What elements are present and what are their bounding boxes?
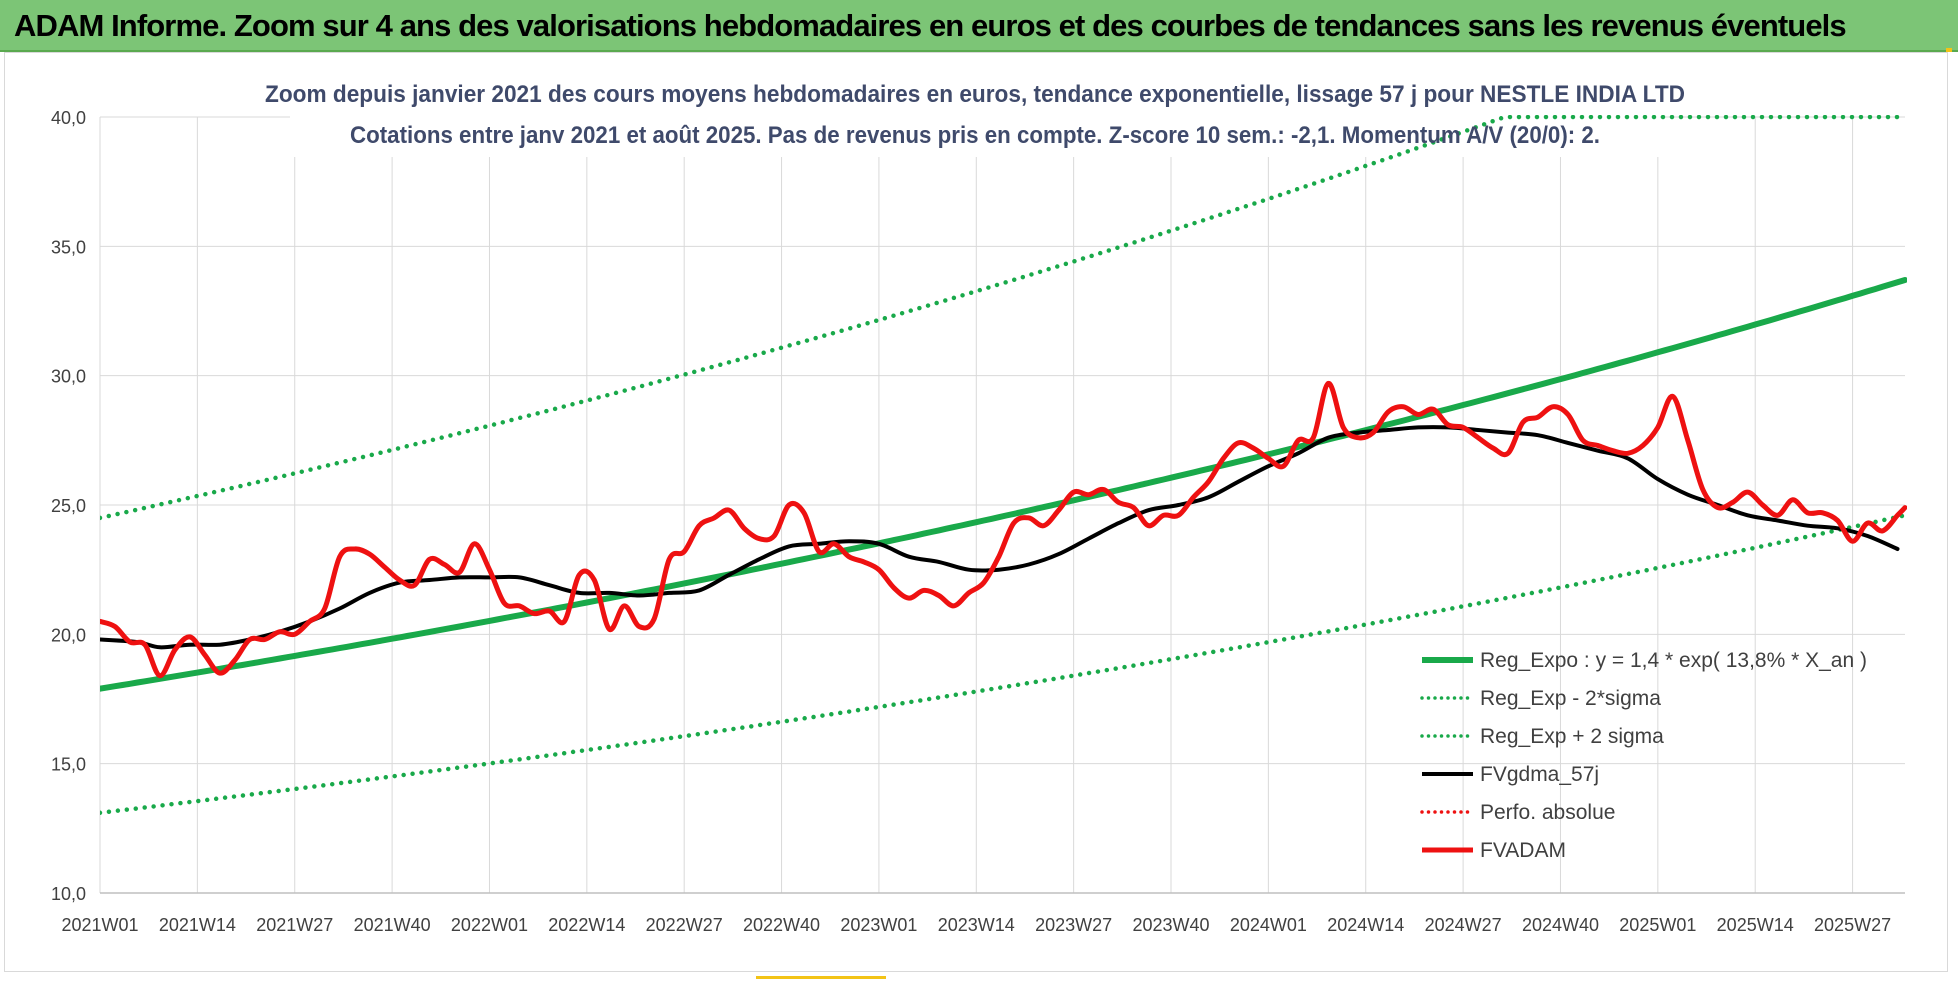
x-tick-label: 2023W14 (938, 915, 1015, 935)
legend-label: Perfo. absolue (1480, 801, 1615, 824)
y-tick-label: 10,0 (51, 884, 86, 904)
x-tick-label: 2025W01 (1619, 915, 1696, 935)
report-banner: ADAM Informe. Zoom sur 4 ans des valoris… (0, 0, 1958, 52)
series-line-fvadam (100, 380, 1907, 679)
x-tick-label: 2024W40 (1522, 915, 1599, 935)
x-tick-label: 2022W01 (451, 915, 528, 935)
legend-label: FVADAM (1480, 839, 1566, 862)
y-tick-label: 35,0 (51, 237, 86, 257)
x-tick-label: 2024W27 (1425, 915, 1502, 935)
legend-item: Reg_Exp - 2*sigma (1420, 687, 1661, 710)
grid-lines (99, 75, 1905, 894)
x-tick-label: 2024W01 (1230, 915, 1307, 935)
legend-item: FVADAM (1422, 839, 1566, 862)
x-tick-label: 2023W40 (1132, 915, 1209, 935)
chart-frame (4, 52, 1948, 972)
x-tick-label: 2025W14 (1717, 915, 1794, 935)
x-tick-label: 2024W14 (1327, 915, 1404, 935)
x-tick-label: 2023W27 (1035, 915, 1112, 935)
series-line-fvgdma-57j (100, 425, 1900, 650)
y-tick-label: 20,0 (51, 625, 86, 645)
chart-title: Zoom depuis janvier 2021 des cours moyen… (265, 81, 1685, 108)
frame-handle (756, 976, 886, 979)
x-tick-label: 2022W27 (646, 915, 723, 935)
y-tick-label: 15,0 (51, 755, 86, 775)
x-tick-label: 2021W27 (256, 915, 333, 935)
y-tick-label: 30,0 (51, 367, 86, 387)
x-tick-label: 2022W40 (743, 915, 820, 935)
series-lines (100, 115, 1907, 816)
legend-item: Perfo. absolue (1420, 801, 1615, 824)
y-tick-label: 40,0 (51, 108, 86, 128)
series-line-reg-exp-2-sigma (100, 115, 1907, 521)
chart-subtitle: Cotations entre janv 2021 et août 2025. … (350, 122, 1600, 149)
x-tick-label: 2021W01 (61, 915, 138, 935)
legend-label: Reg_Expo : y = 1,4 * exp( 13,8% * X_an ) (1480, 649, 1867, 672)
legend-label: Reg_Exp + 2 sigma (1480, 725, 1664, 748)
series-line-reg-expo-y-1-4-exp-13-8-x-an (100, 277, 1907, 692)
legend-item: FVgdma_57j (1422, 763, 1599, 786)
report-title: ADAM Informe. Zoom sur 4 ans des valoris… (14, 8, 1847, 43)
frame-handle (1946, 48, 1952, 52)
legend: Reg_Expo : y = 1,4 * exp( 13,8% * X_an )… (1420, 649, 1867, 862)
x-tick-label: 2021W14 (159, 915, 236, 935)
y-tick-label: 25,0 (51, 496, 86, 516)
axes: 2021W01 2021W14 2021W27 2021W40 2022W01 2022W… (51, 108, 1905, 935)
legend-item: Reg_Exp + 2 sigma (1420, 725, 1664, 748)
x-tick-label: 2025W27 (1814, 915, 1891, 935)
legend-item: Reg_Expo : y = 1,4 * exp( 13,8% * X_an ) (1422, 649, 1867, 672)
x-tick-label: 2021W40 (354, 915, 431, 935)
legend-label: FVgdma_57j (1480, 763, 1599, 786)
x-tick-label: 2022W14 (548, 915, 625, 935)
series-line-reg-exp-2-sigma (100, 513, 1907, 816)
legend-label: Reg_Exp - 2*sigma (1480, 687, 1661, 710)
x-tick-label: 2023W01 (840, 915, 917, 935)
